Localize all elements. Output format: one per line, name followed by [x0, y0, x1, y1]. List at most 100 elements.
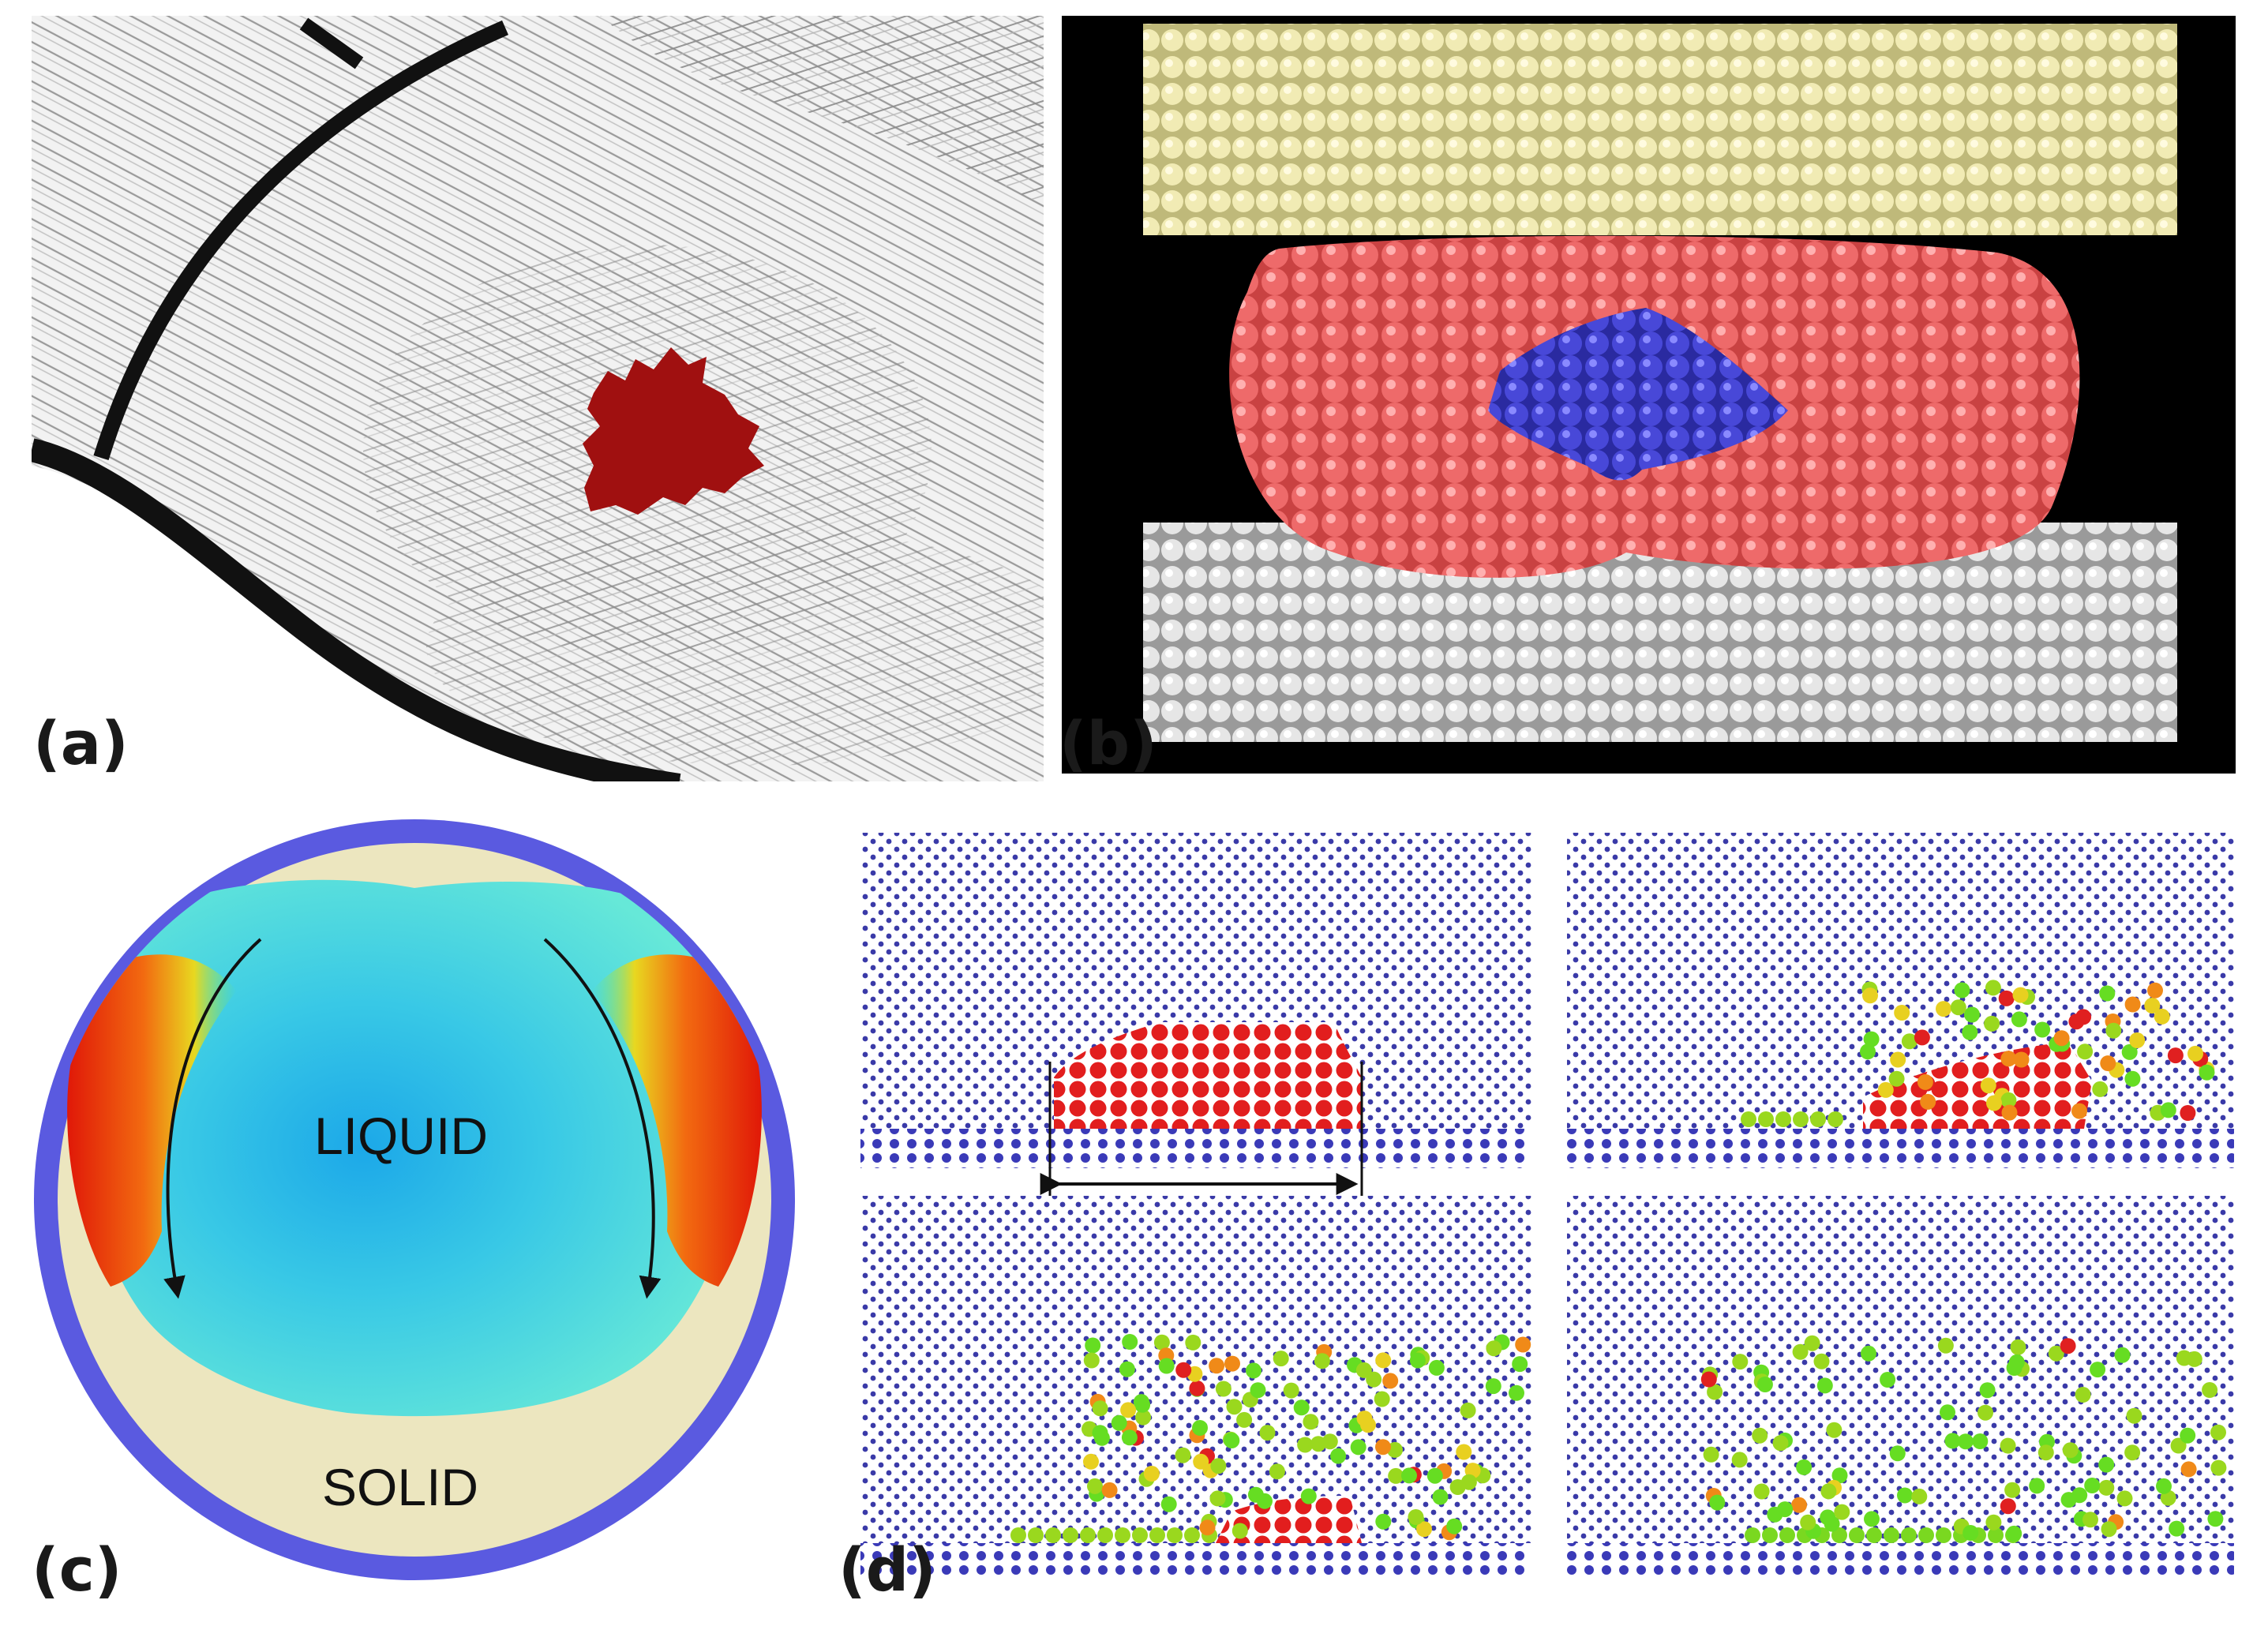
displaced-atom	[2010, 1339, 2026, 1355]
displaced-atom	[1375, 1513, 1392, 1530]
displaced-atom	[2129, 1032, 2146, 1048]
displaced-atom	[1792, 1343, 1809, 1360]
displaced-atom	[1962, 1525, 1979, 1541]
displaced-atom	[1863, 1031, 1880, 1047]
displaced-atom	[1824, 1515, 1840, 1532]
displaced-atom	[1122, 1334, 1138, 1350]
displaced-atom	[2169, 1520, 2185, 1537]
panel-b	[1062, 16, 2236, 774]
displaced-atom	[2202, 1382, 2218, 1398]
displaced-atom	[1731, 1452, 1748, 1468]
displaced-atom	[1293, 1399, 1310, 1416]
displaced-atom	[2126, 1407, 2142, 1424]
displaced-atom	[1486, 1340, 1502, 1357]
displaced-atom	[1120, 1402, 1137, 1418]
displaced-atom	[2180, 1427, 2196, 1444]
displaced-atom	[1861, 1345, 1876, 1362]
displaced-atom	[1901, 1033, 1917, 1050]
displaced-atom	[1936, 1527, 1951, 1543]
displaced-atom	[1350, 1439, 1366, 1456]
substrate-layer	[1567, 1129, 2234, 1168]
displaced-atom	[1890, 1051, 1906, 1068]
displaced-atom	[2207, 1511, 2224, 1527]
displaced-atom	[2180, 1461, 2197, 1478]
panel-a-swirl-upper-right	[600, 16, 1044, 205]
displaced-atom	[2006, 1525, 2022, 1542]
displaced-atom	[1209, 1358, 1225, 1374]
displaced-atom	[2029, 1478, 2045, 1494]
displaced-atom	[2099, 985, 2116, 1002]
displaced-atom	[1515, 1336, 1531, 1353]
displaced-atom	[1880, 1372, 1896, 1388]
displaced-atom	[1752, 1427, 1768, 1444]
displaced-atom	[1866, 1527, 1882, 1543]
displaced-atom	[1092, 1400, 1108, 1417]
displaced-atom	[1944, 1433, 1961, 1449]
displaced-atom	[1962, 1024, 1978, 1040]
displaced-atom	[2199, 1064, 2215, 1081]
displaced-atom	[1810, 1111, 1826, 1127]
displaced-atom	[1409, 1352, 1426, 1369]
displaced-atom	[1512, 1356, 1528, 1373]
displaced-atom	[1914, 1029, 1930, 1046]
displaced-atom	[1820, 1483, 1837, 1500]
displaced-atom	[1917, 1073, 1933, 1090]
displaced-atom	[2124, 996, 2141, 1013]
displaced-atom	[1998, 990, 2015, 1006]
displaced-atom	[1709, 1494, 1726, 1511]
panel-a-swirl-lower	[426, 529, 1044, 766]
displaced-atom	[1063, 1527, 1078, 1543]
displaced-atom	[1083, 1453, 1099, 1470]
displaced-atom	[2090, 1362, 2106, 1378]
displaced-atom	[1236, 1411, 1253, 1428]
displaced-atom	[1950, 999, 1966, 1016]
displaced-atom	[2156, 1478, 2172, 1494]
displaced-atom	[1224, 1355, 1240, 1372]
displaced-atom	[1964, 1006, 1980, 1023]
displaced-atom	[1210, 1458, 1227, 1474]
displaced-atom	[2084, 1478, 2101, 1493]
displaced-atom	[1793, 1111, 1809, 1127]
displaced-atom	[1831, 1527, 1847, 1543]
displaced-atom	[1085, 1337, 1101, 1354]
displaced-atom	[1884, 1527, 1899, 1543]
displaced-atom	[2001, 1104, 2018, 1121]
displaced-atoms	[1010, 980, 2227, 1543]
displaced-atom	[2053, 1030, 2070, 1047]
panel-a-label: (a)	[33, 708, 129, 778]
displaced-atom	[2060, 1492, 2077, 1508]
displaced-atom	[1957, 1433, 1974, 1450]
displaced-atom	[1257, 1493, 1273, 1509]
displaced-atom	[2210, 1424, 2226, 1441]
substrate-layer	[860, 1129, 1531, 1168]
displaced-atom	[1092, 1425, 1108, 1441]
displaced-atom	[1010, 1527, 1026, 1543]
displaced-atom	[2210, 1459, 2227, 1476]
displaced-atom	[1330, 1448, 1347, 1464]
displaced-atom	[2098, 1479, 2115, 1496]
displaced-atom	[2101, 1521, 2117, 1538]
displaced-atom	[1189, 1380, 1205, 1396]
displaced-atom	[1115, 1527, 1130, 1543]
displaced-atom	[2160, 1102, 2176, 1118]
displaced-atom	[2098, 1456, 2115, 1473]
displaced-atom	[1028, 1527, 1044, 1543]
liquid-label: LIQUID	[314, 1107, 488, 1165]
displaced-atom	[1375, 1439, 1391, 1456]
displaced-atom	[1374, 1391, 1390, 1407]
displaced-atom	[1226, 1399, 1243, 1415]
displaced-atom	[1800, 1514, 1816, 1530]
displaced-atom	[1175, 1447, 1191, 1463]
substrate-layer	[860, 1543, 1531, 1579]
displaced-atom	[2000, 1092, 2017, 1108]
top-lattice	[1143, 24, 2177, 235]
displaced-atom	[1972, 1433, 1989, 1449]
displaced-atom	[1224, 1433, 1240, 1448]
displaced-atom	[1796, 1459, 1813, 1475]
displaced-atom	[1984, 1015, 2000, 1032]
displaced-atom	[1762, 1527, 1778, 1543]
displaced-atom	[2048, 1345, 2064, 1362]
substrate-layer	[1567, 1543, 2234, 1579]
displaced-atom	[1401, 1467, 1417, 1484]
displaced-atom	[1732, 1354, 1749, 1370]
